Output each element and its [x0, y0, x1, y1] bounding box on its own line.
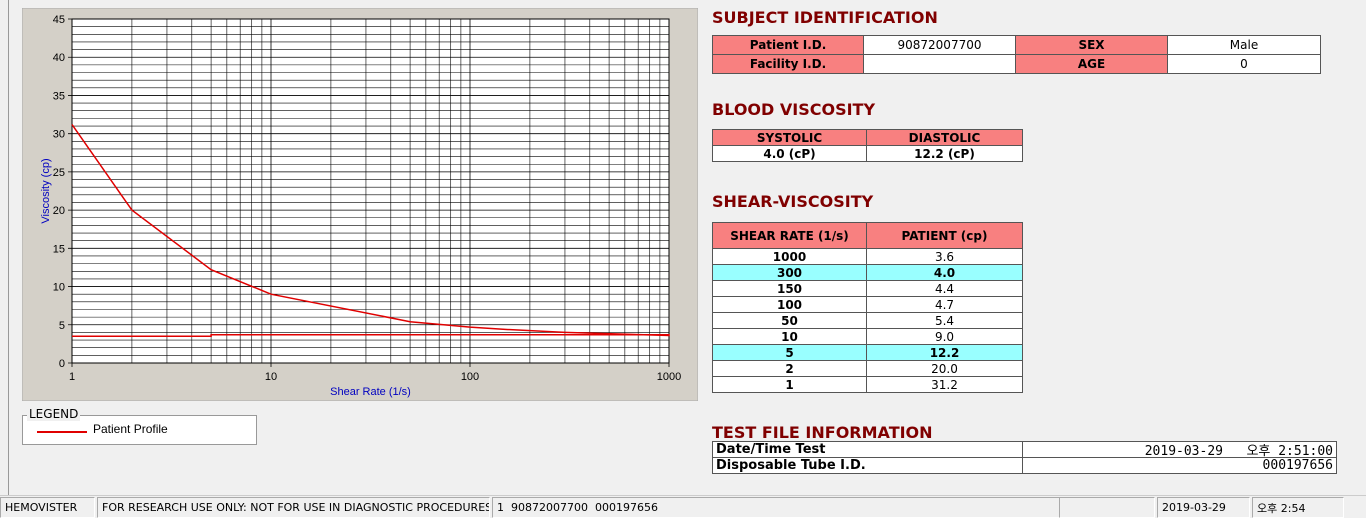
status-cell: 오후 2:54: [1252, 497, 1344, 518]
y-tick-label: 0: [59, 358, 65, 370]
shear-rate-cell: 1: [712, 376, 867, 393]
section-title: TEST FILE INFORMATION: [712, 423, 933, 442]
shear-rate-cell: 150: [712, 280, 867, 297]
y-tick-label: 45: [53, 14, 65, 26]
plot-border: [71, 18, 670, 364]
y-tick-label: 30: [53, 129, 65, 141]
y-tick-label: 5: [59, 320, 65, 332]
section-title: SHEAR-VISCOSITY: [712, 192, 874, 211]
label-cell: Disposable Tube I.D.: [712, 457, 1023, 474]
header-cell: DIASTOLIC: [866, 129, 1023, 146]
shear-rate-cell: 100: [712, 296, 867, 313]
patient-cell: 4.7: [866, 296, 1023, 313]
patient-cell: 5.4: [866, 312, 1023, 329]
value-cell: 0: [1167, 54, 1321, 74]
legend-swatch: [37, 431, 87, 433]
legend-title: LEGEND: [27, 407, 81, 421]
value-cell: 000197656: [1022, 457, 1337, 474]
shear-rate-cell: 5: [712, 344, 867, 361]
patient-cell: 9.0: [866, 328, 1023, 345]
shear-rate-cell: 1000: [712, 248, 867, 265]
status-cell: [1059, 497, 1155, 518]
x-tick-label: 10: [265, 371, 277, 383]
label-cell: SEX: [1015, 35, 1168, 55]
status-bar: [0, 495, 1366, 518]
status-cell: FOR RESEARCH USE ONLY: NOT FOR USE IN DI…: [97, 497, 490, 518]
patient-cell: 20.0: [866, 360, 1023, 377]
value-cell: 2019-03-29 오후 2:51:00: [1022, 441, 1337, 458]
value-cell: 90872007700: [863, 35, 1016, 55]
y-axis-label: Viscosity (cp): [40, 158, 52, 223]
label-cell: Date/Time Test: [712, 441, 1023, 458]
x-axis-label: Shear Rate (1/s): [330, 386, 411, 398]
label-cell: AGE: [1015, 54, 1168, 74]
patient-cell: 12.2: [866, 344, 1023, 361]
series-line: [71, 124, 670, 337]
header-cell: SYSTOLIC: [712, 129, 867, 146]
y-tick-label: 10: [53, 282, 65, 294]
value-cell: Male: [1167, 35, 1321, 55]
plot-area: [72, 19, 669, 363]
y-tick-label: 15: [53, 243, 65, 255]
label-cell: Facility I.D.: [712, 54, 864, 74]
value-cell: 4.0 (cP): [712, 145, 867, 162]
legend: LEGEND Patient Profile: [22, 407, 257, 445]
value-cell: 12.2 (cP): [866, 145, 1023, 162]
status-cell: 1 90872007700 000197656: [492, 497, 1155, 518]
y-tick-label: 20: [53, 205, 65, 217]
header-cell: SHEAR RATE (1/s): [712, 222, 867, 249]
status-cell: HEMOVISTER: [0, 497, 95, 518]
chart: 0 5 10 15 20 25 30 35 40 45 1 10 100 1000 Shear Rate (…: [22, 8, 698, 401]
y-tick-label: 35: [53, 90, 65, 102]
shear-rate-cell: 300: [712, 264, 867, 281]
patient-cell: 4.4: [866, 280, 1023, 297]
status-cell: 2019-03-29: [1157, 497, 1250, 518]
window-border: [8, 0, 9, 495]
x-tick-label: 1: [69, 371, 75, 383]
label-cell: Patient I.D.: [712, 35, 864, 55]
value-cell: [863, 54, 1016, 74]
legend-label: Patient Profile: [93, 422, 168, 436]
y-tick-label: 25: [53, 167, 65, 179]
header-cell: PATIENT (cp): [866, 222, 1023, 249]
y-tick-label: 40: [53, 52, 65, 64]
shear-rate-cell: 10: [712, 328, 867, 345]
section-title: BLOOD VISCOSITY: [712, 100, 876, 119]
section-title: SUBJECT IDENTIFICATION: [712, 8, 938, 27]
shear-rate-cell: 50: [712, 312, 867, 329]
shear-rate-cell: 2: [712, 360, 867, 377]
patient-cell: 4.0: [866, 264, 1023, 281]
patient-cell: 3.6: [866, 248, 1023, 265]
x-tick-label: 100: [461, 371, 479, 383]
patient-cell: 31.2: [866, 376, 1023, 393]
x-tick-label: 1000: [657, 371, 681, 383]
